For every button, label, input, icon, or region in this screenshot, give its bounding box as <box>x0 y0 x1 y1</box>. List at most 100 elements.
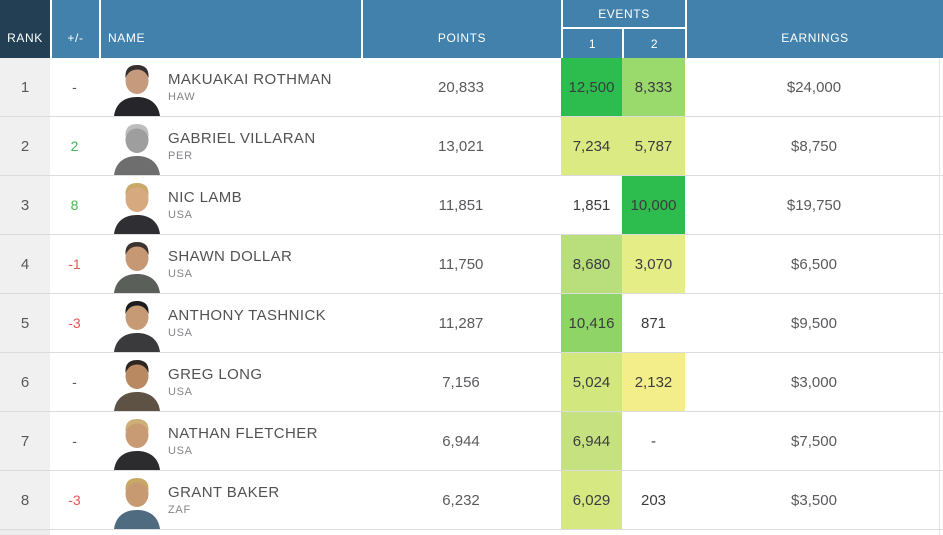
rank-change-value: 8 <box>70 197 79 213</box>
table-row[interactable]: 3 8 NIC LAMB USA 11,851 1,851 10,000 $19… <box>0 176 943 235</box>
column-header-points[interactable]: POINTS <box>361 0 561 58</box>
table-row[interactable]: 8 -3 GRANT BAKER ZAF 6,232 6,029 203 $3,… <box>0 471 943 530</box>
table-row[interactable]: 5 -3 ANTHONY TASHNICK USA 11,287 10,416 … <box>0 294 943 353</box>
rank-change-value: -3 <box>68 492 81 508</box>
photo-face <box>125 422 149 448</box>
earnings-value: $9,500 <box>791 314 837 332</box>
photo-hair <box>125 301 149 314</box>
earnings-value: $6,500 <box>791 255 837 273</box>
athlete-name[interactable]: MAKUAKAI ROTHMAN <box>168 71 332 88</box>
athlete-photo <box>114 183 160 234</box>
rank-change-value: - <box>72 374 77 390</box>
athlete-photo <box>114 360 160 411</box>
rank-change-value: -3 <box>68 315 81 331</box>
points-value: 20,833 <box>438 78 484 96</box>
event-2-score: 8,333 <box>622 58 685 116</box>
athlete-country: USA <box>168 445 193 457</box>
earnings-value: $24,000 <box>786 78 842 96</box>
athlete-photo <box>114 65 160 116</box>
athlete-country: USA <box>168 386 193 398</box>
rank-value: 3 <box>0 176 50 234</box>
event-1-score: 5,024 <box>561 353 622 411</box>
points-value: 11,287 <box>438 314 484 332</box>
event-1-score: 8,680 <box>561 235 622 293</box>
event-1-score: 6,944 <box>561 412 622 470</box>
table-right-border <box>939 58 940 535</box>
athlete-country: HAW <box>168 91 196 103</box>
rank-change-value: -1 <box>68 256 81 272</box>
column-header-events-group: EVENTS <box>561 0 685 29</box>
athlete-country: PER <box>168 150 193 162</box>
athlete-photo <box>114 242 160 293</box>
rank-value: 5 <box>0 294 50 352</box>
points-value: 11,851 <box>438 196 484 214</box>
athlete-name[interactable]: SHAWN DOLLAR <box>168 248 293 265</box>
athlete-country: USA <box>168 268 193 280</box>
photo-hair <box>125 183 149 196</box>
event-1-score: 6,029 <box>561 471 622 529</box>
event-2-score: 5,787 <box>622 117 685 175</box>
points-value: 6,944 <box>442 432 480 450</box>
rank-value: 2 <box>0 117 50 175</box>
athlete-name[interactable]: GRANT BAKER <box>168 484 280 501</box>
athlete-cell: GRANT BAKER ZAF <box>99 471 361 529</box>
athlete-name[interactable]: NIC LAMB <box>168 189 243 206</box>
earnings-value: $3,000 <box>791 373 837 391</box>
photo-hair <box>125 478 149 491</box>
athlete-cell: SHAWN DOLLAR USA <box>99 235 361 293</box>
athlete-cell: MAKUAKAI ROTHMAN HAW <box>99 58 361 116</box>
table-row[interactable]: 1 - MAKUAKAI ROTHMAN HAW 20,833 12,500 8… <box>0 58 943 117</box>
rank-change-value: 2 <box>70 138 79 154</box>
photo-torso <box>114 333 160 352</box>
column-header-name[interactable]: NAME <box>99 0 361 58</box>
event-2-score: 871 <box>640 314 667 332</box>
athlete-name[interactable]: GREG LONG <box>168 366 263 383</box>
column-header-change[interactable]: +/- <box>50 0 99 58</box>
photo-face <box>125 363 149 389</box>
athlete-name[interactable]: ANTHONY TASHNICK <box>168 307 327 324</box>
photo-face <box>125 127 149 153</box>
column-header-rank[interactable]: RANK <box>0 0 50 58</box>
rank-cell-partial <box>0 530 50 535</box>
photo-hair <box>125 242 149 255</box>
athlete-cell: NATHAN FLETCHER USA <box>99 412 361 470</box>
athlete-photo <box>114 478 160 529</box>
athlete-country: ZAF <box>168 504 191 516</box>
table-row[interactable]: 6 - GREG LONG USA 7,156 5,024 2,132 $3,0… <box>0 353 943 412</box>
event-2-score: 203 <box>640 491 667 509</box>
photo-face <box>125 186 149 212</box>
table-row[interactable]: 2 2 GABRIEL VILLARAN PER 13,021 7,234 5,… <box>0 117 943 176</box>
table-row[interactable]: 7 - NATHAN FLETCHER USA 6,944 6,944 - $7… <box>0 412 943 471</box>
event-1-score: 10,416 <box>561 294 622 352</box>
rank-change-value: - <box>72 79 77 95</box>
column-header-earnings[interactable]: EARNINGS <box>685 0 943 58</box>
column-header-event-1[interactable]: 1 <box>561 29 622 58</box>
athlete-cell: ANTHONY TASHNICK USA <box>99 294 361 352</box>
rank-value: 1 <box>0 58 50 116</box>
photo-torso <box>114 392 160 411</box>
athlete-country: USA <box>168 327 193 339</box>
earnings-value: $7,500 <box>791 432 837 450</box>
photo-torso <box>114 274 160 293</box>
rank-value: 8 <box>0 471 50 529</box>
table-row[interactable]: 4 -1 SHAWN DOLLAR USA 11,750 8,680 3,070… <box>0 235 943 294</box>
photo-torso <box>114 156 160 175</box>
photo-torso <box>114 215 160 234</box>
athlete-photo <box>114 124 160 175</box>
points-value: 7,156 <box>442 373 480 391</box>
earnings-value: $3,500 <box>791 491 837 509</box>
athlete-name[interactable]: NATHAN FLETCHER <box>168 425 318 442</box>
athlete-country: USA <box>168 209 193 221</box>
athlete-name[interactable]: GABRIEL VILLARAN <box>168 130 316 147</box>
column-header-event-2[interactable]: 2 <box>622 29 685 58</box>
photo-torso <box>114 97 160 116</box>
event-1-score: 7,234 <box>561 117 622 175</box>
photo-hair <box>125 419 149 432</box>
athlete-cell: NIC LAMB USA <box>99 176 361 234</box>
earnings-value: $19,750 <box>786 196 842 214</box>
table-header: RANK +/- NAME POINTS EVENTS 1 2 EARNINGS <box>0 0 943 58</box>
event-2-score: - <box>651 432 656 450</box>
athlete-photo <box>114 419 160 470</box>
table-row-partial <box>0 530 943 535</box>
